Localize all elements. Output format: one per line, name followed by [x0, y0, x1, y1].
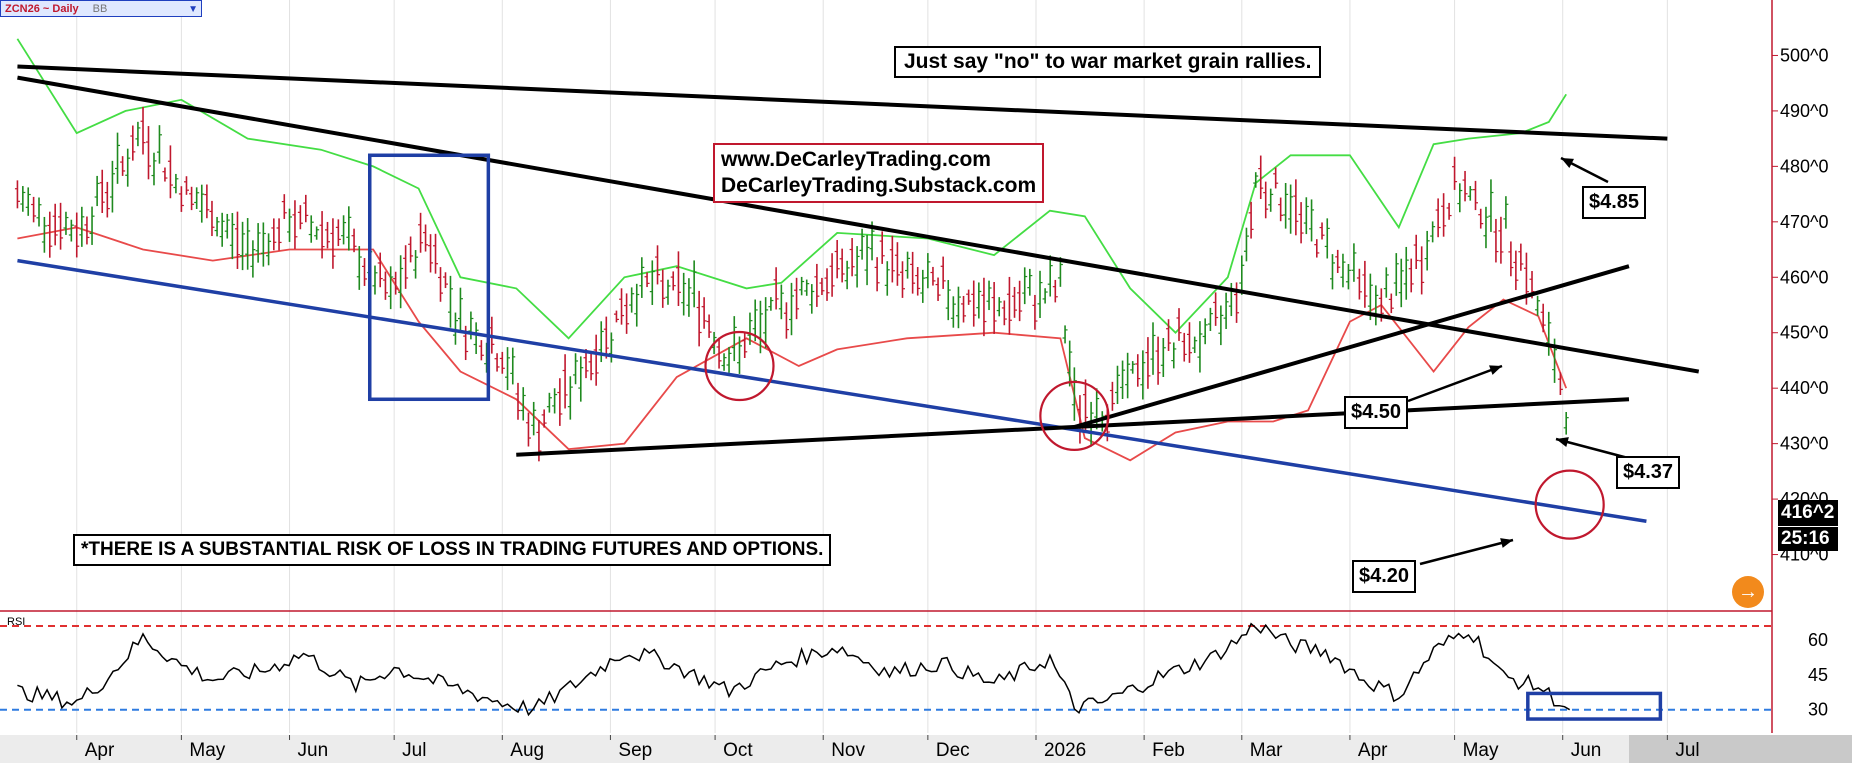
callout-485: $4.85: [1582, 186, 1647, 219]
x-tick-label: Jul: [402, 740, 426, 761]
symbol-label: ZCN26 ~ Daily: [5, 2, 79, 15]
y-tick-label: 460^0: [1780, 267, 1829, 287]
rsi-oversold-box: [1526, 691, 1663, 721]
website-line-1: www.DeCarleyTrading.com: [721, 148, 991, 171]
y-tick-label: 490^0: [1780, 101, 1829, 121]
study-label: BB: [92, 2, 108, 15]
callout-437: $4.37: [1616, 456, 1681, 489]
x-tick-label: Nov: [831, 740, 865, 761]
arrow-420-head: [1500, 538, 1513, 548]
callout-437-text: $4.37: [1623, 461, 1674, 483]
rising-trendline-trendline: [1073, 264, 1630, 429]
callout-450: $4.50: [1344, 396, 1409, 429]
callout-485-text: $4.85: [1589, 191, 1640, 213]
website-box: www.DeCarleyTrading.com DeCarleyTrading.…: [713, 143, 1045, 203]
x-tick-label: May: [189, 740, 225, 761]
bar-timer-tag: 25:16: [1778, 527, 1838, 551]
x-tick-label: Dec: [936, 740, 970, 761]
arrow-485-head: [1561, 158, 1574, 168]
time-axis-history-bg: [0, 735, 1629, 763]
rsi-tick-label: 45: [1808, 665, 1828, 685]
arrow-420: [1419, 538, 1514, 566]
headline-box: Just say "no" to war market grain rallie…: [894, 46, 1322, 78]
x-tick-label: 2026: [1044, 740, 1086, 761]
x-tick-label: Jul: [1675, 740, 1699, 761]
lower-band-line: [17, 226, 1568, 462]
last-price-tag: 416^2: [1778, 500, 1838, 526]
y-tick-label: 480^0: [1780, 156, 1829, 176]
arrow-right-icon[interactable]: →: [1732, 576, 1764, 608]
x-tick-label: Aug: [510, 740, 544, 761]
callout-450-text: $4.50: [1351, 401, 1402, 423]
touch-circle: [1534, 469, 1605, 540]
disclaimer-box: *THERE IS A SUBSTANTIAL RISK OF LOSS IN …: [73, 534, 832, 566]
y-tick-label: 430^0: [1780, 434, 1829, 454]
upper-resistance-trendline: [17, 64, 1668, 141]
grid-layer: [76, 0, 1668, 733]
y-tick-label: 500^0: [1780, 45, 1829, 65]
headline-text: Just say "no" to war market grain rallie…: [904, 50, 1312, 73]
rsi-tick-label: 60: [1808, 630, 1828, 650]
bar-timer-value: 25:16: [1781, 528, 1830, 549]
trendlines: [17, 64, 1700, 524]
x-tick-label: Sep: [618, 740, 652, 761]
arrow-437-head: [1556, 437, 1569, 447]
x-tick-label: Apr: [85, 740, 115, 761]
y-tick-label: 450^0: [1780, 323, 1829, 343]
disclaimer-text: *THERE IS A SUBSTANTIAL RISK OF LOSS IN …: [81, 539, 824, 560]
markers: [367, 153, 1629, 566]
mid-trendline-trendline: [17, 75, 1700, 374]
consolidation-box: [367, 153, 491, 402]
symbol-selector[interactable]: ZCN26 ~ Daily BB ▼: [0, 0, 202, 17]
callout-420-text: $4.20: [1359, 565, 1410, 587]
website-line-2: DeCarleyTrading.Substack.com: [721, 174, 1037, 197]
x-tick-label: Apr: [1358, 740, 1388, 761]
y-tick-label: 470^0: [1780, 212, 1829, 232]
x-tick-label: Mar: [1250, 740, 1283, 761]
touch-circle: [704, 330, 775, 402]
x-tick-label: Oct: [723, 740, 753, 761]
touch-circle: [1039, 380, 1110, 452]
arrow-450: [1407, 364, 1503, 403]
base-trendline-trendline: [516, 397, 1630, 457]
rsi-tick-label: 30: [1808, 700, 1828, 720]
chevron-down-icon[interactable]: ▼: [188, 4, 198, 15]
rsi-line: [17, 622, 1571, 717]
x-tick-label: Feb: [1152, 740, 1185, 761]
arrow-450-head: [1489, 365, 1502, 375]
rsi-panel: [0, 622, 1772, 721]
arrow-437: [1555, 437, 1629, 460]
x-tick-label: Jun: [298, 740, 329, 761]
y-tick-label: 440^0: [1780, 378, 1829, 398]
rsi-title: RSI: [7, 616, 26, 628]
lower-support-trendline: [17, 258, 1647, 524]
x-tick-label: May: [1463, 740, 1499, 761]
callout-420: $4.20: [1352, 560, 1417, 593]
last-price-value: 416^2: [1781, 502, 1835, 523]
x-tick-label: Jun: [1571, 740, 1602, 761]
